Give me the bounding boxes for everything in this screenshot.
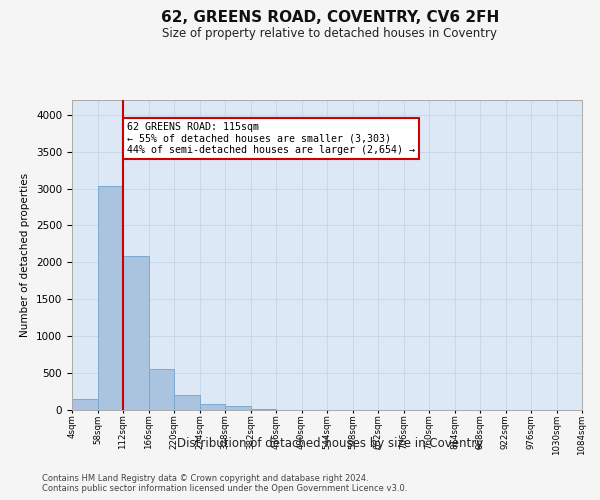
Text: 62 GREENS ROAD: 115sqm
← 55% of detached houses are smaller (3,303)
44% of semi-: 62 GREENS ROAD: 115sqm ← 55% of detached… xyxy=(127,122,415,156)
Text: 62, GREENS ROAD, COVENTRY, CV6 2FH: 62, GREENS ROAD, COVENTRY, CV6 2FH xyxy=(161,10,499,26)
Text: Distribution of detached houses by size in Coventry: Distribution of detached houses by size … xyxy=(177,438,483,450)
Bar xyxy=(199,404,225,410)
Bar xyxy=(97,186,123,410)
Bar xyxy=(72,399,97,410)
Bar xyxy=(225,406,251,410)
Bar xyxy=(174,394,199,410)
Bar xyxy=(149,368,174,410)
Text: Contains HM Land Registry data © Crown copyright and database right 2024.: Contains HM Land Registry data © Crown c… xyxy=(42,474,368,483)
Bar xyxy=(123,256,149,410)
Text: Size of property relative to detached houses in Coventry: Size of property relative to detached ho… xyxy=(163,28,497,40)
Bar xyxy=(251,408,276,410)
Y-axis label: Number of detached properties: Number of detached properties xyxy=(20,173,31,337)
Text: Contains public sector information licensed under the Open Government Licence v3: Contains public sector information licen… xyxy=(42,484,407,493)
